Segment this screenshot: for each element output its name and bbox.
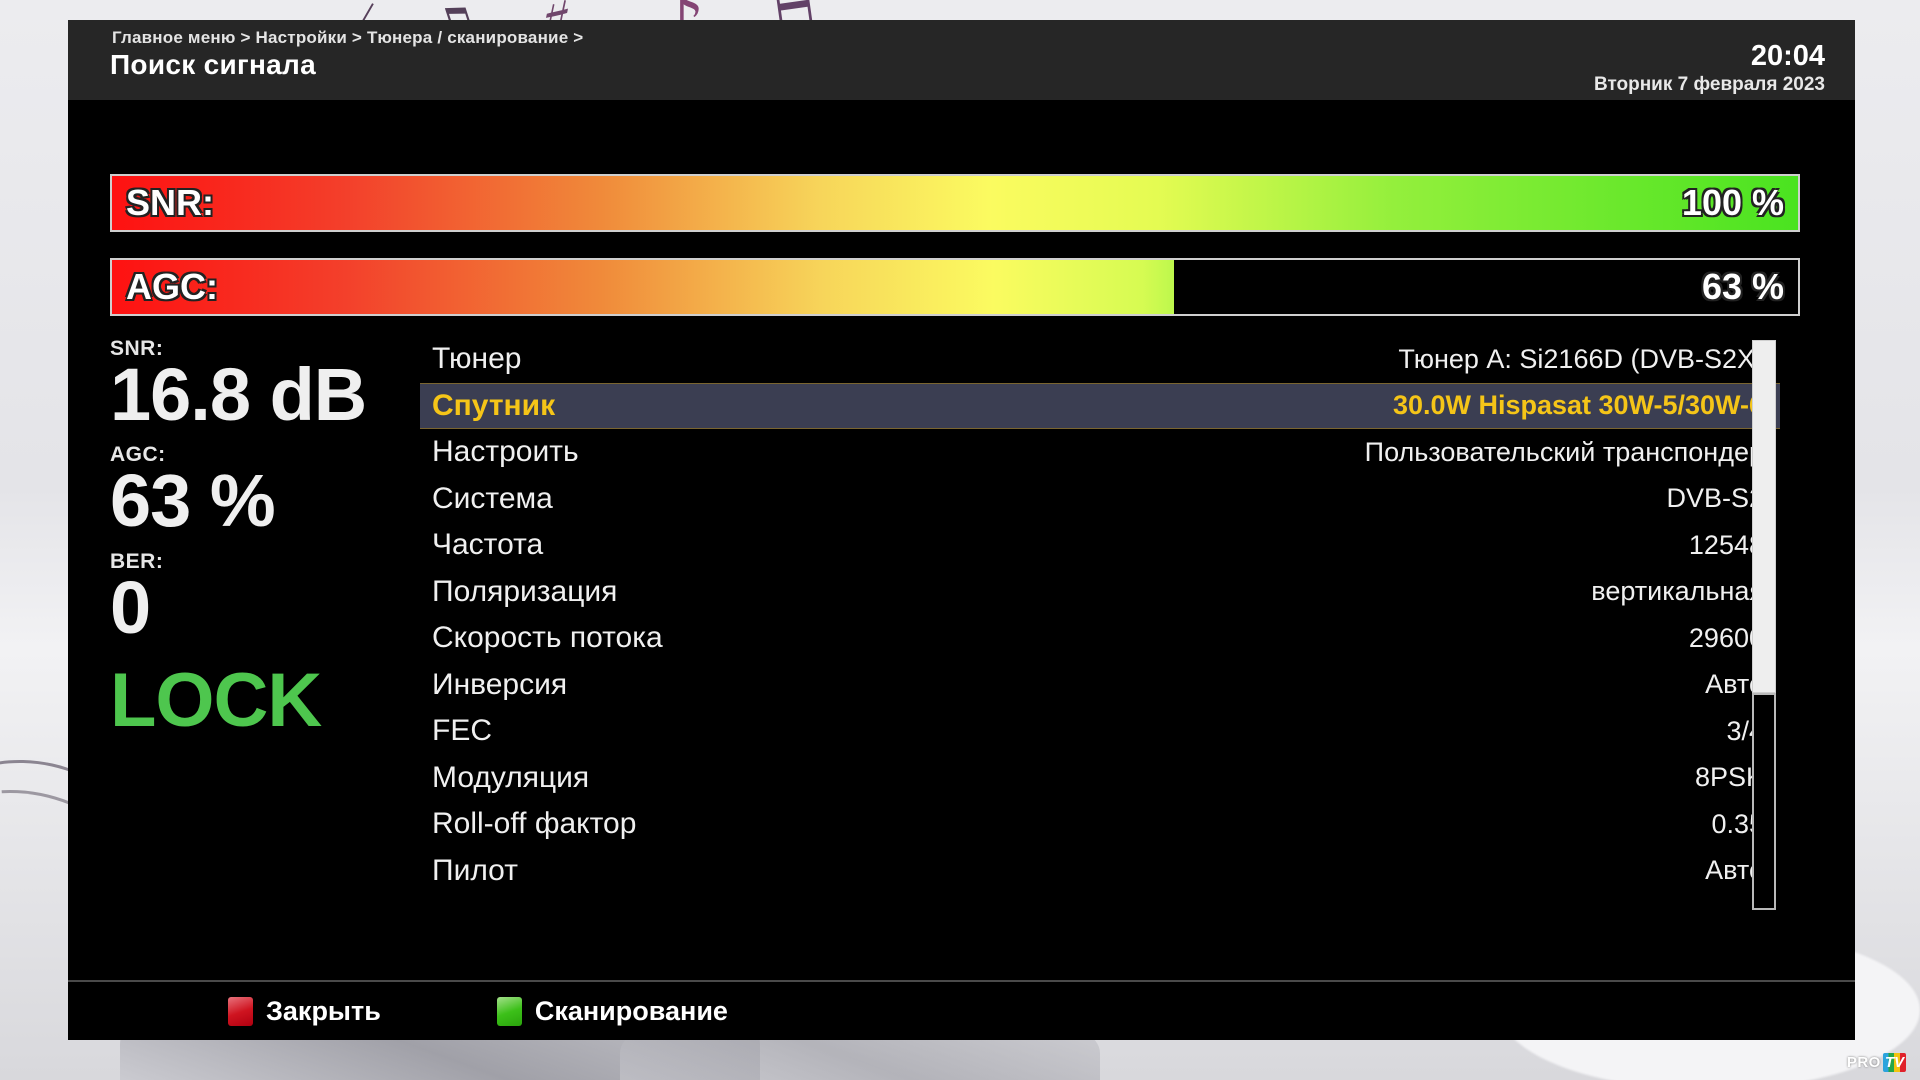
- scan-button[interactable]: Сканирование: [496, 995, 728, 1027]
- watermark-tv-text: TV: [1882, 1053, 1906, 1072]
- settings-row-label: Модуляция: [432, 760, 590, 794]
- settings-row-value: Пользовательский транспондер: [1364, 436, 1764, 467]
- settings-row-value: Тюнер A: Si2166D (DVB-S2X): [1398, 343, 1764, 374]
- settings-row[interactable]: Модуляция 8PSK: [420, 755, 1780, 802]
- settings-row-label: Инверсия: [432, 667, 568, 701]
- tv-screen: Главное меню > Настройки > Тюнера / скан…: [68, 20, 1855, 1040]
- settings-row-value: вертикальная: [1591, 576, 1764, 607]
- settings-row[interactable]: Тюнер Тюнер A: Si2166D (DVB-S2X): [420, 336, 1780, 383]
- settings-row-value: 30.0W Hispasat 30W-5/30W-6: [1392, 390, 1764, 421]
- settings-row-label: Спутник: [432, 388, 556, 422]
- settings-row-label: Настроить: [432, 435, 579, 469]
- page-title: Поиск сигнала: [110, 49, 316, 80]
- tuner-settings-list[interactable]: Тюнер Тюнер A: Si2166D (DVB-S2X) Спутник 30…: [420, 336, 1780, 894]
- settings-row-label: Система: [432, 481, 553, 515]
- stat-snr-label: SNR:: [110, 337, 164, 360]
- settings-row-value: 29600: [1688, 622, 1764, 653]
- footer-bar: Закрыть Сканирование: [68, 982, 1855, 1040]
- stat-ber-value: 0: [110, 565, 151, 649]
- settings-row-label: Roll-off фактор: [432, 807, 637, 841]
- settings-row-label: Тюнер: [432, 342, 522, 376]
- settings-row[interactable]: Поляризация вертикальная: [420, 569, 1780, 616]
- scrollbar-thumb[interactable]: [1752, 340, 1776, 694]
- settings-row-label: Частота: [432, 528, 544, 562]
- green-key-icon: [496, 996, 522, 1026]
- breadcrumb: Главное меню > Настройки > Тюнера / скан…: [112, 28, 584, 47]
- snr-signal-bar: SNR: 100 %: [110, 174, 1800, 232]
- settings-row[interactable]: Roll-off фактор 0.35: [420, 801, 1780, 848]
- signal-stats-panel: SNR: 16.8 dB AGC: 63 % BER: 0 LOCK: [110, 338, 440, 739]
- settings-row-value: DVB-S2: [1666, 483, 1764, 514]
- agc-bar-value: 63 %: [1701, 266, 1784, 307]
- snr-bar-value: 100 %: [1681, 182, 1784, 223]
- settings-row-label: FEC: [432, 714, 492, 748]
- protv-watermark: PRO TV: [1847, 1053, 1906, 1072]
- settings-row[interactable]: Настроить Пользовательский транспондер: [420, 429, 1780, 476]
- header-bar: Главное меню > Настройки > Тюнера / скан…: [68, 20, 1855, 100]
- settings-row-label: Скорость потока: [432, 621, 663, 655]
- footer-separator: [68, 980, 1855, 982]
- agc-bar-label: AGC:: [126, 266, 218, 307]
- stat-agc-value: 63 %: [110, 459, 276, 543]
- settings-row[interactable]: Спутник 30.0W Hispasat 30W-5/30W-6: [420, 382, 1780, 429]
- snr-bar-label: SNR:: [126, 182, 214, 223]
- close-button-label: Закрыть: [266, 995, 381, 1026]
- close-button[interactable]: Закрыть: [228, 996, 381, 1027]
- agc-bar-fill: [112, 260, 1175, 314]
- agc-signal-bar: AGC: 63 %: [110, 258, 1800, 316]
- stat-snr-value: 16.8 dB: [110, 353, 367, 436]
- red-key-icon: [228, 996, 253, 1026]
- settings-row[interactable]: Частота 12548: [420, 522, 1780, 569]
- stat-agc: AGC: 63 %: [110, 444, 440, 538]
- watermark-pro-text: PRO: [1846, 1054, 1881, 1071]
- settings-row[interactable]: Инверсия Авто: [420, 662, 1780, 709]
- scan-button-label: Сканирование: [534, 995, 728, 1026]
- stat-ber: BER: 0: [110, 551, 440, 645]
- scrollbar-track[interactable]: [1752, 693, 1776, 910]
- settings-row[interactable]: FEC 3/4: [420, 708, 1780, 755]
- date-label: Вторник 7 февраля 2023: [1593, 74, 1825, 95]
- stat-ber-label: BER:: [110, 549, 164, 573]
- settings-row[interactable]: Система DVB-S2: [420, 476, 1780, 523]
- stat-agc-label: AGC:: [110, 443, 166, 467]
- stat-snr: SNR: 16.8 dB: [110, 338, 440, 432]
- settings-row[interactable]: Скорость потока 29600: [420, 615, 1780, 662]
- settings-scrollbar[interactable]: [1752, 340, 1776, 910]
- settings-row-label: Поляризация: [432, 574, 618, 608]
- clock: 20:04: [1750, 40, 1825, 72]
- settings-row-value: 12548: [1688, 529, 1764, 560]
- lock-status-badge: LOCK: [110, 658, 322, 744]
- snr-bar-fill: [112, 176, 1798, 230]
- settings-row-label: Пилот: [432, 853, 518, 887]
- settings-row[interactable]: Пилот Авто: [420, 848, 1780, 895]
